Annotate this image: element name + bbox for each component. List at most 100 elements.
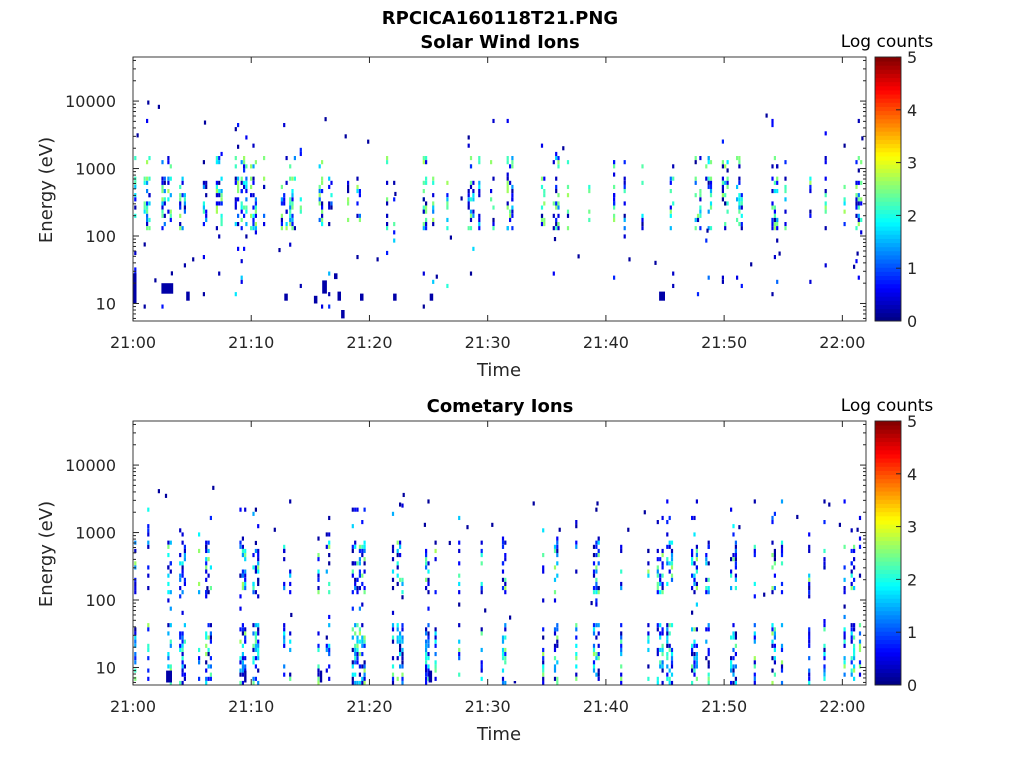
heatmap-cell — [509, 180, 512, 185]
heatmap-cell — [134, 197, 137, 202]
heatmap-cell — [167, 652, 170, 657]
heatmap-cell — [666, 656, 669, 661]
heatmap-cell — [205, 544, 208, 549]
heatmap-cell — [401, 503, 404, 508]
heatmap-cell — [595, 569, 598, 574]
heatmap-cell — [245, 164, 248, 169]
heatmap-cell — [252, 586, 255, 591]
heatmap-cell — [134, 627, 137, 632]
heatmap-cell — [480, 548, 483, 554]
heatmap-cell — [857, 217, 860, 223]
heatmap-cell — [148, 201, 151, 206]
heatmap-cell — [363, 540, 366, 545]
heatmap-cell — [425, 548, 428, 554]
heatmap-cell — [183, 193, 186, 198]
heatmap-cell — [613, 164, 616, 169]
colorbar-step — [875, 445, 901, 451]
heatmap-cell — [501, 647, 505, 653]
colorbar-step — [875, 263, 901, 268]
heatmap-cell — [666, 643, 669, 648]
heatmap-cell — [202, 201, 205, 206]
heatmap-cell — [263, 222, 266, 227]
solar-wind-ylabel: Energy (eV) — [36, 137, 57, 243]
heatmap-cell — [422, 304, 425, 309]
heatmap-cell — [467, 205, 470, 210]
heatmap-cell — [391, 610, 395, 615]
heatmap-cell — [730, 635, 733, 640]
heatmap-cell — [776, 189, 779, 194]
heatmap-cell — [556, 627, 559, 632]
heatmap-cell — [134, 643, 137, 648]
heatmap-cell — [239, 660, 242, 665]
heatmap-cell — [857, 193, 860, 198]
heatmap-cell — [169, 213, 172, 218]
colorbar-step — [875, 259, 901, 264]
heatmap-cell — [730, 656, 733, 661]
colorbar-step — [875, 594, 901, 599]
heatmap-cell — [661, 565, 664, 570]
heatmap-cell — [492, 205, 495, 210]
colorbar-tick-label: 4 — [907, 101, 917, 120]
heatmap-cell — [732, 524, 735, 529]
heatmap-cell — [434, 635, 437, 640]
heatmap-cell — [361, 548, 364, 554]
heatmap-cell — [773, 156, 776, 161]
heatmap-cell — [317, 573, 320, 578]
heatmap-cell — [843, 656, 846, 661]
heatmap-cell — [670, 656, 674, 661]
heatmap-cell — [396, 656, 399, 661]
heatmap-cell — [163, 189, 166, 194]
heatmap-cell — [707, 664, 710, 669]
heatmap-cell — [501, 569, 505, 574]
heatmap-cell — [391, 639, 395, 644]
heatmap-cell — [356, 639, 359, 644]
heatmap-cell — [179, 561, 182, 566]
heatmap-cell — [511, 205, 514, 210]
heatmap-cell — [696, 213, 700, 218]
heatmap-cell — [351, 664, 354, 669]
colorbar-step — [875, 230, 901, 235]
solar-wind-colorbar-label: Log counts — [841, 32, 934, 52]
heatmap-cell — [399, 577, 402, 582]
heatmap-cell — [263, 184, 266, 190]
heatmap-cell — [169, 217, 172, 223]
heatmap-cell — [730, 664, 733, 669]
heatmap-cell — [244, 577, 247, 582]
heatmap-cell — [328, 201, 331, 206]
heatmap-cell — [325, 635, 328, 640]
x-tick-label: 21:10 — [228, 697, 274, 716]
heatmap-cell — [721, 279, 724, 284]
heatmap-cell — [553, 668, 557, 673]
heatmap-cell — [358, 189, 361, 194]
heatmap-cell — [738, 201, 741, 206]
heatmap-cell — [351, 627, 354, 632]
colorbar-step — [875, 639, 901, 645]
heatmap-cell — [670, 577, 674, 582]
heatmap-cell — [317, 668, 320, 673]
heatmap-cell — [699, 197, 702, 202]
heatmap-cell — [289, 164, 292, 169]
colorbar-step — [875, 85, 901, 91]
heatmap-cell — [146, 180, 149, 185]
heatmap-cell — [478, 189, 481, 194]
heatmap-cell — [771, 217, 774, 223]
heatmap-cell — [824, 131, 827, 136]
heatmap-cell — [358, 217, 361, 223]
colorbar-step — [875, 524, 901, 529]
figure-title: RPCICA160118T21.PNG — [382, 8, 618, 29]
colorbar-tick-label: 1 — [907, 259, 917, 278]
heatmap-cell — [244, 668, 247, 673]
heatmap-cell — [181, 680, 184, 686]
heatmap-cell — [724, 226, 727, 231]
heatmap-cell — [855, 193, 858, 198]
heatmap-cell — [691, 668, 694, 673]
heatmap-cell — [469, 164, 473, 169]
heatmap-cell — [809, 213, 812, 218]
heatmap-cell — [290, 612, 293, 618]
heatmap-cell — [351, 676, 354, 681]
heatmap-cell — [283, 544, 286, 549]
heatmap-cell — [241, 656, 244, 661]
heatmap-cell — [358, 672, 361, 677]
heatmap-cell — [254, 230, 257, 235]
y-tick-label: 100 — [85, 591, 116, 610]
